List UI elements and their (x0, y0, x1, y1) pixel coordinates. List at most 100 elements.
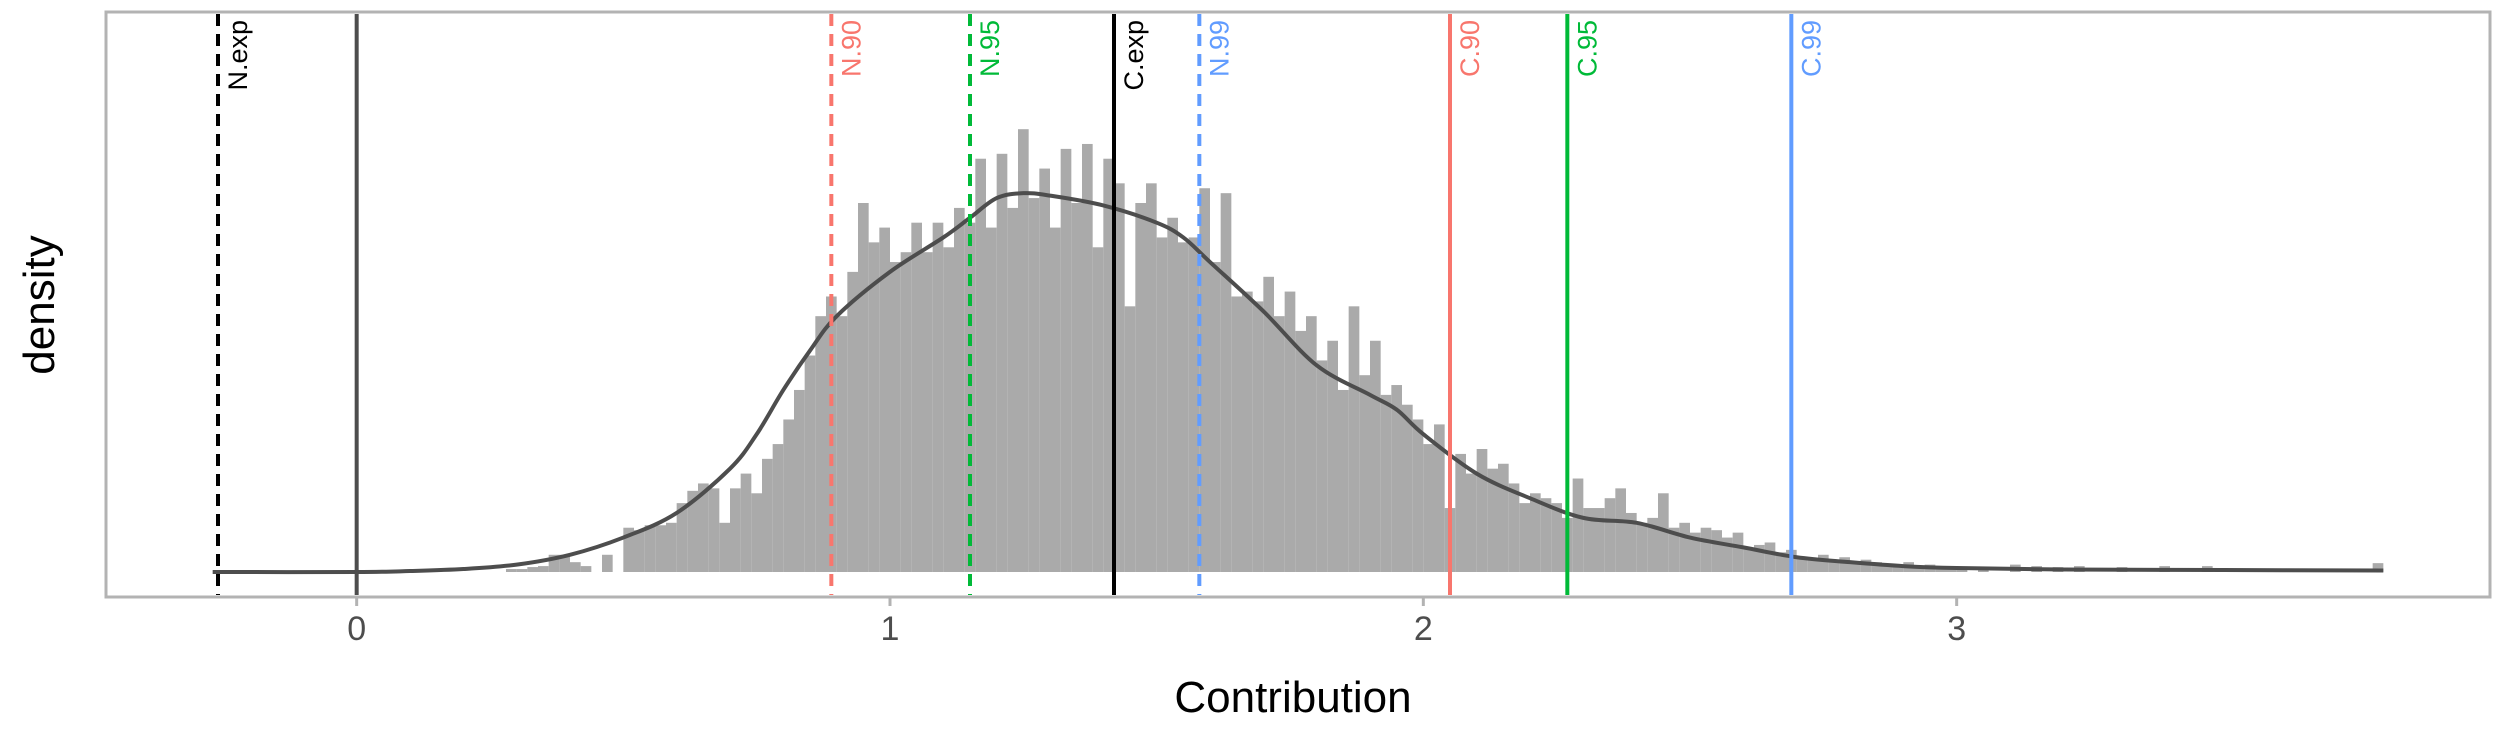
histogram-bar (1188, 237, 1200, 572)
reference-line-label: N.95 (975, 20, 1005, 77)
histogram-bar (804, 355, 816, 572)
histogram-bar (1860, 559, 1872, 572)
histogram-bar (1274, 316, 1285, 572)
histogram-bar (1050, 227, 1061, 572)
histogram-bar (1092, 247, 1104, 572)
histogram-bar (1167, 217, 1178, 572)
histogram-bar (634, 530, 645, 572)
histogram-bar (1348, 306, 1360, 572)
histogram-bar (1850, 562, 1861, 572)
histogram-bar (1914, 567, 1925, 572)
histogram-bar (1210, 262, 1221, 572)
histogram-bar (1839, 557, 1850, 572)
histogram-bar (708, 488, 720, 572)
histogram-bar (1594, 508, 1605, 572)
histogram-bar (1551, 503, 1562, 572)
histogram-bar (1487, 468, 1498, 572)
histogram-bar (751, 493, 762, 572)
histogram-bar (932, 222, 944, 572)
histogram-bar (570, 562, 581, 572)
histogram-bar (1530, 493, 1541, 572)
histogram-bar (1540, 498, 1552, 572)
histogram-bar (1519, 503, 1530, 572)
histogram-bar (1466, 473, 1477, 572)
histogram-bar (1668, 527, 1680, 572)
histogram-bar (1423, 444, 1434, 572)
histogram-bar (1572, 478, 1584, 572)
histogram-bar (1370, 340, 1381, 572)
histogram-bar (516, 569, 528, 572)
histogram-bar (1327, 340, 1338, 572)
histogram-bar (1007, 207, 1018, 573)
x-tick-label: 1 (881, 610, 900, 648)
histogram-bar (1732, 532, 1744, 572)
histogram-bar (1028, 198, 1040, 572)
histogram-bar (559, 554, 570, 572)
histogram-bar (1658, 493, 1669, 572)
histogram-bar (719, 522, 730, 572)
histogram-bar (506, 569, 517, 572)
histogram-bar (730, 488, 741, 572)
histogram-bar (783, 419, 794, 572)
histogram-bar (1220, 193, 1232, 572)
histogram-bar (602, 554, 613, 572)
histogram-bar (1146, 183, 1157, 572)
histogram-bar (1455, 453, 1466, 572)
y-axis-title: density (15, 235, 64, 374)
histogram-bar (740, 473, 752, 572)
reference-line-label: C.99 (1797, 20, 1827, 77)
histogram-bar (954, 207, 965, 573)
histogram-bar (1508, 483, 1520, 572)
histogram-bar (1284, 291, 1296, 572)
histogram-bar (868, 242, 880, 573)
x-axis-ticks: 0 1 2 3 (347, 598, 1966, 648)
histogram-bar (1498, 463, 1509, 572)
histogram-bar (1412, 419, 1424, 572)
histogram-bar (623, 527, 634, 572)
histogram-bar (1060, 148, 1072, 572)
histogram-bar (772, 444, 784, 572)
histogram-bar (1700, 527, 1712, 572)
histogram-bar (1338, 389, 1349, 572)
x-tick-label: 2 (1414, 610, 1433, 648)
histogram-bar (890, 262, 901, 572)
histogram-bar (1476, 449, 1488, 572)
histogram-bar (943, 247, 954, 572)
histogram-bar (1754, 544, 1765, 572)
histogram-bar (1679, 522, 1690, 572)
histogram-bar (1796, 557, 1808, 572)
histogram-bar (538, 566, 549, 572)
histogram-bar (1231, 296, 1242, 572)
x-tick-label: 0 (347, 610, 366, 648)
reference-line-label: N.90 (837, 20, 867, 77)
histogram-bar (1156, 237, 1168, 572)
histogram-bar (1434, 424, 1445, 572)
histogram-bar (1391, 385, 1402, 572)
histogram-bar (900, 252, 912, 572)
histogram-bar (1402, 404, 1413, 572)
histogram-bar (1828, 562, 1840, 572)
histogram-bar (1306, 316, 1317, 572)
histogram-bar (687, 490, 698, 572)
histogram-bar (1636, 522, 1648, 572)
histogram-bar (1604, 498, 1616, 572)
histogram-bar (762, 458, 773, 572)
histogram-bar (698, 483, 709, 572)
histogram-bar (858, 203, 869, 572)
histogram-bar (1178, 242, 1189, 573)
density-curve (212, 191, 2384, 575)
histogram-bar (922, 252, 933, 572)
histogram-bar (847, 271, 858, 572)
histogram-bar (1082, 143, 1093, 572)
histogram-bar (1775, 552, 1786, 572)
histogram-bar (1722, 537, 1733, 572)
reference-line-label: N.exp (223, 20, 253, 91)
histogram-bar (1626, 512, 1637, 572)
histogram-bar (655, 525, 666, 572)
histogram-bar (1295, 330, 1306, 572)
histogram-bar (666, 522, 677, 572)
histogram-bar (1018, 129, 1029, 572)
histogram-bar (1615, 488, 1626, 572)
histogram-bar (1583, 508, 1594, 572)
